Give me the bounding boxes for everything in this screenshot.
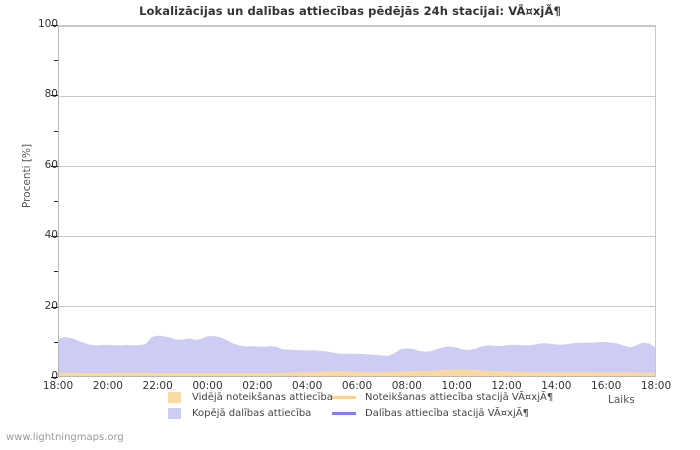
legend-line-swatch-icon <box>332 396 356 399</box>
x-tick-label: 10:00 <box>441 380 472 392</box>
y-tick-label: 80 <box>44 88 58 101</box>
y-tick-major <box>51 236 58 238</box>
legend-color-swatch-icon <box>168 392 181 403</box>
chart-legend: Vidējā noteikšanas attiecība Kopējā dalīb… <box>0 392 700 426</box>
legend-label: Vidējā noteikšanas attiecība <box>192 392 333 403</box>
legend-line-swatch-icon <box>332 412 356 415</box>
x-tick-label: 20:00 <box>92 380 123 392</box>
legend-label: Dalības attiecība stacijā VÃ¤xjÃ¶ <box>365 408 530 419</box>
y-tick-minor <box>54 271 58 273</box>
legend-entry[interactable]: Noteikšanas attiecība stacijā VÃ¤xjÃ¶ <box>332 392 553 403</box>
x-tick-label: 16:00 <box>591 380 622 392</box>
x-tick-label: 22:00 <box>142 380 173 392</box>
x-axis-title: Laiks <box>608 394 635 406</box>
y-tick-label: 20 <box>44 299 58 312</box>
y-axis: Procenti [%] 0 20 40 60 80 100 <box>0 0 58 382</box>
y-tick-major <box>51 25 58 26</box>
y-tick-minor <box>54 130 58 132</box>
plot-area <box>58 25 656 377</box>
x-tick-label: 08:00 <box>391 380 422 392</box>
x-tick-label: 04:00 <box>292 380 323 392</box>
legend-entry[interactable]: Dalības attiecība stacijā VÃ¤xjÃ¶ <box>332 408 529 419</box>
plot-canvas <box>59 26 655 376</box>
x-tick-label: 18:00 <box>640 380 672 392</box>
legend-entry[interactable]: Vidējā noteikšanas attiecība <box>168 392 333 403</box>
x-tick-label: 12:00 <box>491 380 522 392</box>
y-tick-label: 60 <box>44 158 58 171</box>
y-tick-label: 100 <box>37 18 58 30</box>
x-tick-label: 14:00 <box>541 380 572 392</box>
y-tick-minor <box>54 60 58 62</box>
y-axis-title: Procenti [%] <box>21 143 33 209</box>
series-area-edge <box>59 335 655 357</box>
watermark: www.lightningmaps.org <box>6 432 124 443</box>
y-tick-major <box>51 306 58 308</box>
chart-title: Lokalizācijas un dalības attiecības pēdē… <box>139 4 561 18</box>
legend-entry[interactable]: Kopējā dalības attiecība <box>168 408 311 419</box>
y-tick-minor <box>54 341 58 343</box>
y-tick-major <box>51 377 58 378</box>
y-tick-major <box>51 165 58 167</box>
legend-label: Kopējā dalības attiecība <box>192 408 312 419</box>
y-tick-major <box>51 95 58 97</box>
y-tick-label: 40 <box>44 229 58 242</box>
series-area <box>59 369 655 376</box>
y-tick-minor <box>54 201 58 202</box>
x-tick-label: 00:00 <box>192 380 223 392</box>
x-tick-label: 06:00 <box>341 380 373 392</box>
series-area-edge <box>59 369 655 375</box>
x-tick-label: 18:00 <box>42 380 74 392</box>
y-tick-label: 0 <box>51 370 58 382</box>
legend-color-swatch-icon <box>168 408 181 419</box>
x-tick-label: 02:00 <box>242 380 273 392</box>
legend-label: Noteikšanas attiecība stacijā VÃ¤xjÃ¶ <box>365 392 554 403</box>
